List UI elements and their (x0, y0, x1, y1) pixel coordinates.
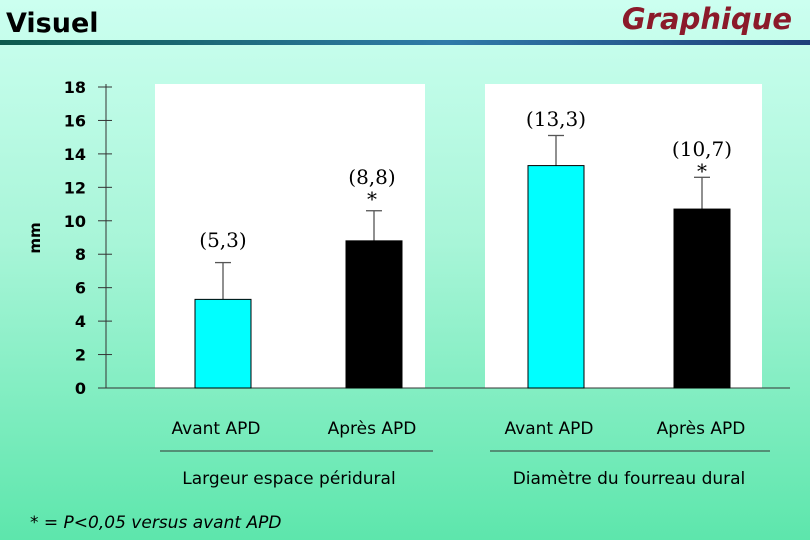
y-tick-label: 2 (75, 346, 86, 365)
y-tick-label: 14 (64, 145, 86, 164)
group-label: Diamètre du fourreau dural (513, 469, 746, 489)
data-label: (10,7) (672, 137, 732, 161)
page-title: Visuel (6, 8, 99, 39)
x-category-label: Avant APD (505, 419, 594, 439)
data-label: (5,3) (199, 228, 246, 252)
y-tick-label: 12 (64, 178, 86, 197)
x-category-label: Après APD (328, 419, 417, 439)
x-category-label: Avant APD (172, 419, 261, 439)
group-label: Largeur espace péridural (182, 469, 395, 489)
y-tick-label: 6 (75, 279, 86, 298)
bar (345, 240, 403, 389)
bar (194, 298, 252, 389)
header-divider (0, 40, 810, 45)
significance-mark: * (367, 187, 377, 211)
significance-mark: * (697, 159, 707, 183)
y-tick-label: 8 (75, 245, 86, 264)
y-tick-label: 0 (75, 379, 86, 398)
data-label: (8,8) (348, 165, 395, 189)
bar (527, 165, 585, 389)
footnote: * = P<0,05 versus avant APD (30, 513, 282, 533)
y-axis-label: mm (26, 222, 44, 253)
y-tick-label: 18 (64, 78, 86, 97)
y-tick-label: 16 (64, 111, 86, 130)
data-label: (13,3) (526, 107, 586, 131)
section-title: Graphique (621, 2, 792, 36)
y-tick-label: 10 (64, 212, 86, 231)
x-category-label: Après APD (657, 419, 746, 439)
bar (673, 208, 731, 389)
y-tick-label: 4 (75, 312, 86, 331)
